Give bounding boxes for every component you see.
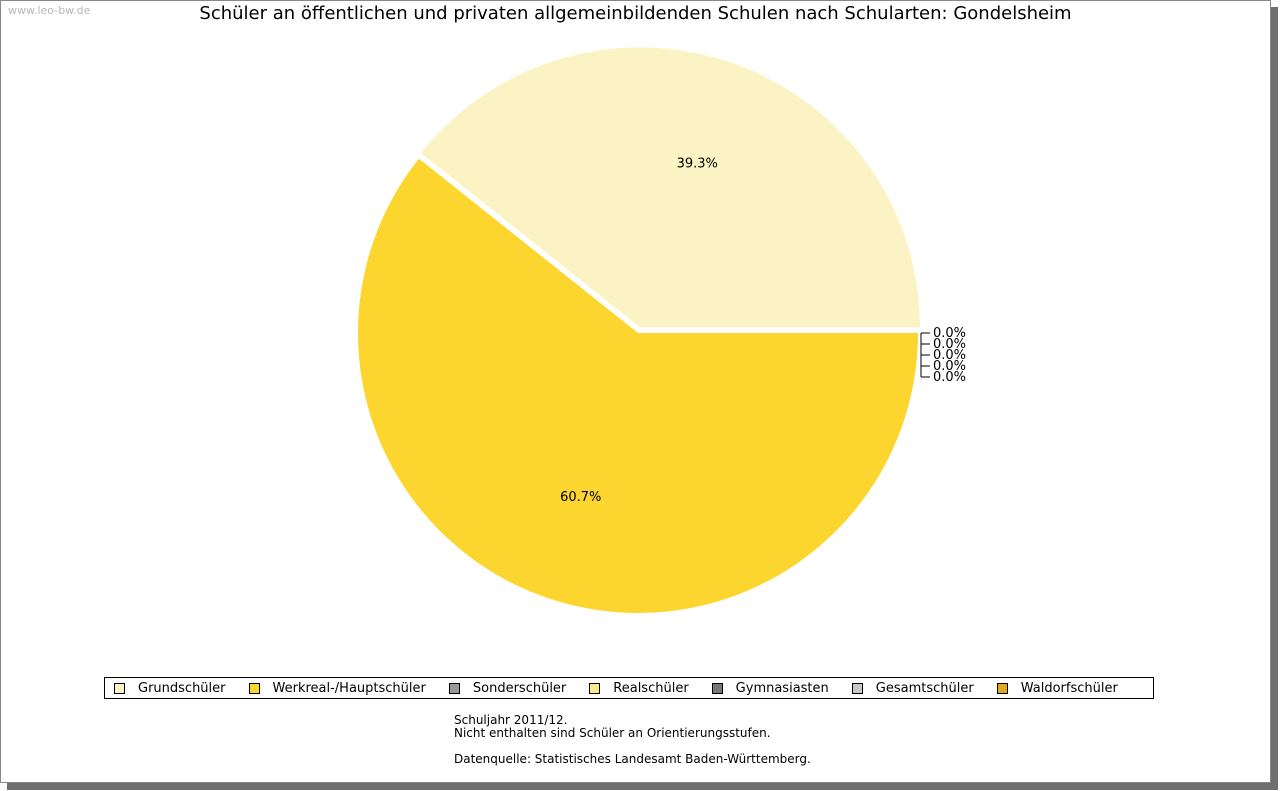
legend-item-waldorfsch-ler: Waldorfschüler bbox=[996, 680, 1118, 696]
slice-label-gesamtsch-ler: 0.0% bbox=[933, 359, 966, 374]
legend-swatch bbox=[248, 682, 260, 694]
pie-slice-grundsch-ler bbox=[420, 47, 920, 328]
leader-line-gymnasiasten bbox=[920, 344, 930, 356]
legend-item-gymnasiasten: Gymnasiasten bbox=[711, 680, 829, 696]
slice-label-werkreal-hauptsch-ler: 60.7% bbox=[560, 490, 601, 505]
leader-line-waldorfsch-ler bbox=[920, 366, 930, 378]
legend-label: Waldorfschüler bbox=[1020, 680, 1118, 696]
watermark: www.leo-bw.de bbox=[8, 4, 91, 17]
note-school-year: Schuljahr 2011/12. bbox=[454, 713, 568, 727]
legend-swatch bbox=[711, 682, 723, 694]
leader-line-realsch-ler bbox=[920, 333, 930, 345]
legend-swatch bbox=[851, 682, 863, 694]
chart-title: Schüler an öffentlichen und privaten all… bbox=[199, 3, 1072, 24]
legend-item-realsch-ler: Realschüler bbox=[589, 680, 689, 696]
legend-label: Sonderschüler bbox=[472, 680, 567, 696]
slice-label-grundsch-ler: 39.3% bbox=[677, 156, 718, 171]
legend-item-sondersch-ler: Sonderschüler bbox=[448, 680, 567, 696]
legend-label: Gymnasiasten bbox=[735, 680, 829, 696]
legend-swatch bbox=[996, 682, 1008, 694]
leader-line-gesamtsch-ler bbox=[920, 355, 930, 367]
legend-item-grundsch-ler: Grundschüler bbox=[114, 681, 226, 696]
legend-swatch bbox=[448, 682, 460, 694]
slice-label-sondersch-ler: 0.0% bbox=[933, 326, 966, 341]
legend-swatch bbox=[114, 682, 125, 694]
note-exclusion: Nicht enthalten sind Schüler an Orientie… bbox=[454, 726, 771, 740]
legend-label: Grundschüler bbox=[138, 680, 226, 696]
slice-label-waldorfsch-ler: 0.0% bbox=[933, 370, 966, 385]
legend-swatch bbox=[589, 682, 601, 694]
legend: Grundschüler Werkreal-/Hauptschüler Sonder… bbox=[104, 677, 1154, 699]
legend-item-gesamtsch-ler: Gesamtschüler bbox=[851, 680, 974, 696]
footnotes: Schuljahr 2011/12. Nicht enthalten sind … bbox=[454, 714, 811, 766]
slice-label-realsch-ler: 0.0% bbox=[933, 337, 966, 352]
slice-label-gymnasiasten: 0.0% bbox=[933, 348, 966, 363]
note-source: Datenquelle: Statistisches Landesamt Bad… bbox=[454, 752, 811, 766]
pie-slice-werkreal-hauptsch-ler bbox=[357, 158, 918, 614]
legend-item-werkreal-hauptsch-ler: Werkreal-/Hauptschüler bbox=[248, 680, 426, 696]
legend-label: Werkreal-/Hauptschüler bbox=[272, 680, 426, 696]
legend-label: Gesamtschüler bbox=[875, 680, 974, 696]
legend-label: Realschüler bbox=[613, 680, 689, 696]
